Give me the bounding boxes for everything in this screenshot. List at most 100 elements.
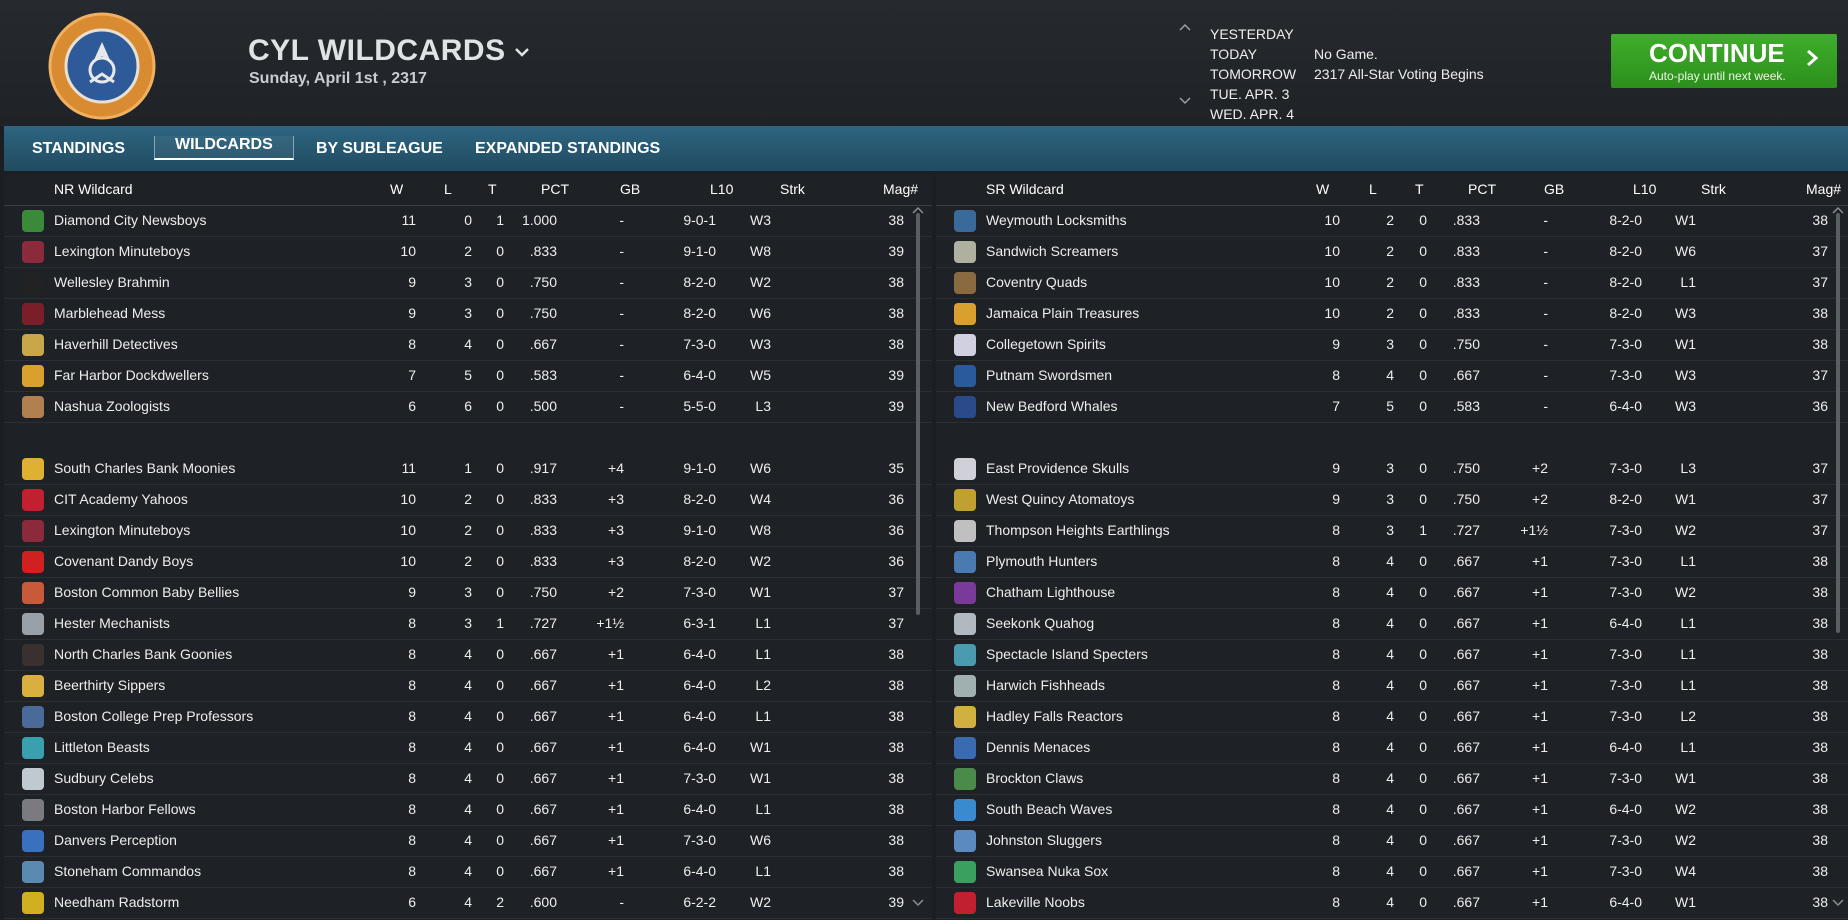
- tab-by-subleague[interactable]: BY SUBLEAGUE: [316, 140, 443, 157]
- table-row[interactable]: Lexington Minuteboys 10 2 0 .833 +3 9-1-0 W8 36: [4, 515, 932, 547]
- team-name-cell[interactable]: South Beach Waves: [986, 801, 1113, 817]
- team-name-cell[interactable]: Putnam Swordsmen: [986, 367, 1113, 383]
- table-row[interactable]: Haverhill Detectives 8 4 0 .667 - 7-3-0 W3 38: [4, 329, 932, 361]
- table-row[interactable]: West Quincy Atomatoys 9 3 0 .750 +2 8-2-0 W1 37: [936, 484, 1848, 516]
- team-name-cell[interactable]: Hester Mechanists: [54, 615, 170, 631]
- chevron-down-icon[interactable]: [911, 898, 925, 908]
- table-row[interactable]: Hadley Falls Reactors 8 4 0 .667 +1 7-3-0 L2 38: [936, 701, 1848, 733]
- team-name-cell[interactable]: Haverhill Detectives: [54, 336, 178, 352]
- column-header[interactable]: L10: [710, 181, 734, 197]
- team-name-cell[interactable]: Boston Harbor Fellows: [54, 801, 196, 817]
- chevron-down-icon[interactable]: [514, 46, 530, 58]
- column-header[interactable]: GB: [1544, 181, 1565, 197]
- table-row[interactable]: Wellesley Brahmin 9 3 0 .750 - 8-2-0 W2 38: [4, 267, 932, 299]
- team-name-cell[interactable]: Chatham Lighthouse: [986, 584, 1116, 600]
- team-name-cell[interactable]: Thompson Heights Earthlings: [986, 522, 1170, 538]
- table-row[interactable]: Jamaica Plain Treasures 10 2 0 .833 - 8-2-0 W3 3…: [936, 298, 1848, 330]
- team-name-cell[interactable]: CIT Academy Yahoos: [54, 491, 188, 507]
- team-name-cell[interactable]: North Charles Bank Goonies: [54, 646, 233, 662]
- column-header[interactable]: L10: [1633, 181, 1657, 197]
- table-row[interactable]: East Providence Skulls 9 3 0 .750 +2 7-3-0 L3 37: [936, 453, 1848, 485]
- team-name-cell[interactable]: Stoneham Commandos: [54, 863, 202, 879]
- table-row[interactable]: Far Harbor Dockdwellers 7 5 0 .583 - 6-4-0 W5 39: [4, 360, 932, 392]
- table-row[interactable]: Brockton Claws 8 4 0 .667 +1 7-3-0 W1 38: [936, 763, 1848, 795]
- chevron-down-icon[interactable]: [1178, 96, 1192, 106]
- team-name-cell[interactable]: Danvers Perception: [54, 832, 177, 848]
- team-name-cell[interactable]: Lexington Minuteboys: [54, 243, 191, 259]
- team-name-cell[interactable]: Beerthirty Sippers: [54, 677, 166, 693]
- table-row[interactable]: Stoneham Commandos 8 4 0 .667 +1 6-4-0 L1 38: [4, 856, 932, 888]
- chevron-up-icon[interactable]: [1831, 205, 1845, 215]
- table-row[interactable]: Littleton Beasts 8 4 0 .667 +1 6-4-0 W1 38: [4, 732, 932, 764]
- table-row[interactable]: Dennis Menaces 8 4 0 .667 +1 6-4-0 L1 38: [936, 732, 1848, 764]
- column-header[interactable]: W: [390, 181, 404, 197]
- table-row[interactable]: Sandwich Screamers 10 2 0 .833 - 8-2-0 W6 37: [936, 236, 1848, 268]
- team-name-cell[interactable]: Jamaica Plain Treasures: [986, 305, 1140, 321]
- team-name-cell[interactable]: Diamond City Newsboys: [54, 212, 207, 228]
- scrollbar[interactable]: [916, 213, 920, 615]
- table-row[interactable]: South Beach Waves 8 4 0 .667 +1 6-4-0 W2 38: [936, 794, 1848, 826]
- team-name-cell[interactable]: Lakeville Noobs: [986, 894, 1085, 910]
- chevron-up-icon[interactable]: [911, 205, 925, 215]
- team-name-cell[interactable]: Johnston Sluggers: [986, 832, 1102, 848]
- team-name-cell[interactable]: Sandwich Screamers: [986, 243, 1119, 259]
- column-header[interactable]: Strk: [780, 181, 805, 197]
- table-row[interactable]: Weymouth Locksmiths 10 2 0 .833 - 8-2-0 W1 38: [936, 205, 1848, 237]
- table-row[interactable]: Harwich Fishheads 8 4 0 .667 +1 7-3-0 L1 38: [936, 670, 1848, 702]
- column-header[interactable]: T: [488, 181, 497, 197]
- team-name-cell[interactable]: Collegetown Spirits: [986, 336, 1106, 352]
- page-title[interactable]: CYL WILDCARDS: [248, 34, 530, 68]
- table-row[interactable]: Seekonk Quahog 8 4 0 .667 +1 6-4-0 L1 38: [936, 608, 1848, 640]
- table-row[interactable]: Diamond City Newsboys 11 0 1 1.000 - 9-0-1 W3 38: [4, 205, 932, 237]
- table-row[interactable]: Putnam Swordsmen 8 4 0 .667 - 7-3-0 W3 37: [936, 360, 1848, 392]
- team-name-cell[interactable]: East Providence Skulls: [986, 460, 1130, 476]
- table-row[interactable]: Spectacle Island Specters 8 4 0 .667 +1 7-3-0 L…: [936, 639, 1848, 671]
- chevron-down-icon[interactable]: [1831, 898, 1845, 908]
- scrollbar[interactable]: [1836, 213, 1840, 633]
- team-name-cell[interactable]: West Quincy Atomatoys: [986, 491, 1135, 507]
- table-row[interactable]: New Bedford Whales 7 5 0 .583 - 6-4-0 W3 36: [936, 391, 1848, 423]
- table-row[interactable]: CIT Academy Yahoos 10 2 0 .833 +3 8-2-0 W4 36: [4, 484, 932, 516]
- column-header[interactable]: GB: [620, 181, 641, 197]
- table-row[interactable]: North Charles Bank Goonies 8 4 0 .667 +1 6-4-0…: [4, 639, 932, 671]
- table-row[interactable]: Coventry Quads 10 2 0 .833 - 8-2-0 L1 37: [936, 267, 1848, 299]
- table-row[interactable]: Boston Harbor Fellows 8 4 0 .667 +1 6-4-0 L1 38: [4, 794, 932, 826]
- team-name-cell[interactable]: Wellesley Brahmin: [54, 274, 170, 290]
- table-row[interactable]: Thompson Heights Earthlings 8 3 1 .727 +1½ 7-3…: [936, 515, 1848, 547]
- table-row[interactable]: Marblehead Mess 9 3 0 .750 - 8-2-0 W6 38: [4, 298, 932, 330]
- team-name-cell[interactable]: Boston Common Baby Bellies: [54, 584, 240, 600]
- team-name-cell[interactable]: Harwich Fishheads: [986, 677, 1106, 693]
- team-name-cell[interactable]: New Bedford Whales: [986, 398, 1118, 414]
- team-name-cell[interactable]: Far Harbor Dockdwellers: [54, 367, 209, 383]
- table-row[interactable]: Collegetown Spirits 9 3 0 .750 - 7-3-0 W1 38: [936, 329, 1848, 361]
- team-name-cell[interactable]: South Charles Bank Moonies: [54, 460, 236, 476]
- table-row[interactable]: Nashua Zoologists 6 6 0 .500 - 5-5-0 L3 39: [4, 391, 932, 423]
- tab-standings[interactable]: STANDINGS: [32, 140, 126, 157]
- chevron-up-icon[interactable]: [1178, 22, 1192, 32]
- column-header[interactable]: PCT: [541, 181, 569, 197]
- table-row[interactable]: Plymouth Hunters 8 4 0 .667 +1 7-3-0 L1 38: [936, 546, 1848, 578]
- column-header[interactable]: Strk: [1701, 181, 1726, 197]
- team-name-cell[interactable]: Hadley Falls Reactors: [986, 708, 1123, 724]
- table-row[interactable]: Covenant Dandy Boys 10 2 0 .833 +3 8-2-0 W2 36: [4, 546, 932, 578]
- table-row[interactable]: Chatham Lighthouse 8 4 0 .667 +1 7-3-0 W2 38: [936, 577, 1848, 609]
- column-header[interactable]: T: [1415, 181, 1424, 197]
- table-row[interactable]: Lakeville Noobs 8 4 0 .667 +1 6-4-0 W1 38: [936, 887, 1848, 919]
- table-row[interactable]: Needham Radstorm 6 4 2 .600 - 6-2-2 W2 39: [4, 887, 932, 919]
- team-name-cell[interactable]: Lexington Minuteboys: [54, 522, 191, 538]
- team-name-cell[interactable]: Swansea Nuka Sox: [986, 863, 1109, 879]
- table-row[interactable]: Sudbury Celebs 8 4 0 .667 +1 7-3-0 W1 38: [4, 763, 932, 795]
- table-row[interactable]: Hester Mechanists 8 3 1 .727 +1½ 6-3-1 L1 37: [4, 608, 932, 640]
- team-name-cell[interactable]: Covenant Dandy Boys: [54, 553, 194, 569]
- table-row[interactable]: Boston Common Baby Bellies 9 3 0 .750 +2 7-3-0…: [4, 577, 932, 609]
- table-row[interactable]: Danvers Perception 8 4 0 .667 +1 7-3-0 W6 38: [4, 825, 932, 857]
- table-row[interactable]: Lexington Minuteboys 10 2 0 .833 - 9-1-0 W8 39: [4, 236, 932, 268]
- team-name-cell[interactable]: Brockton Claws: [986, 770, 1084, 786]
- team-name-cell[interactable]: Nashua Zoologists: [54, 398, 170, 414]
- tab-wildcards[interactable]: WILDCARDS: [154, 136, 294, 160]
- team-name-cell[interactable]: Seekonk Quahog: [986, 615, 1095, 631]
- column-header[interactable]: Mag#: [1806, 181, 1842, 197]
- table-row[interactable]: Swansea Nuka Sox 8 4 0 .667 +1 7-3-0 W4 38: [936, 856, 1848, 888]
- team-name-cell[interactable]: Coventry Quads: [986, 274, 1088, 290]
- column-header[interactable]: L: [1369, 181, 1377, 197]
